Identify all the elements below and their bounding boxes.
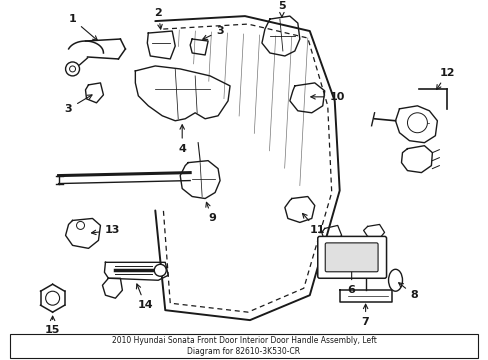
Text: 2010 Hyundai Sonata Front Door Interior Door Handle Assembly, Left
Diagram for 8: 2010 Hyundai Sonata Front Door Interior … [111,336,376,356]
Circle shape [154,264,166,276]
Circle shape [69,66,75,72]
Text: 8: 8 [398,283,417,300]
FancyBboxPatch shape [317,237,386,278]
Circle shape [407,113,427,133]
FancyBboxPatch shape [10,334,477,358]
Text: 13: 13 [91,225,120,235]
Text: 14: 14 [136,284,153,310]
FancyBboxPatch shape [325,243,377,272]
Text: 3: 3 [64,95,92,114]
Text: 12: 12 [436,68,454,90]
Text: 1: 1 [68,14,97,40]
Text: 3: 3 [203,26,224,39]
Text: 9: 9 [205,202,216,224]
Circle shape [65,62,80,76]
Text: 15: 15 [45,316,60,335]
Text: 2: 2 [154,8,162,29]
Ellipse shape [388,269,402,291]
Text: 7: 7 [361,304,369,327]
Circle shape [77,221,84,229]
Text: 11: 11 [302,213,325,235]
Circle shape [45,291,60,305]
Text: 6: 6 [347,259,355,295]
Text: 10: 10 [310,92,345,102]
Text: 4: 4 [178,125,186,154]
Text: 5: 5 [278,1,285,17]
